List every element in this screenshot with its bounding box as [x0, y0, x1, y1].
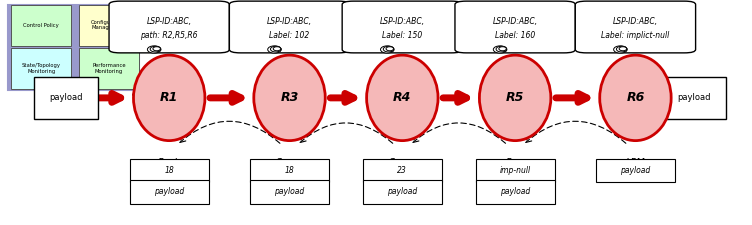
Ellipse shape: [150, 46, 161, 52]
Text: LSP-ID:ABC,: LSP-ID:ABC,: [613, 17, 658, 26]
Text: R3: R3: [280, 91, 299, 104]
Text: payload: payload: [620, 166, 650, 175]
Ellipse shape: [271, 46, 281, 52]
Ellipse shape: [496, 46, 507, 52]
Ellipse shape: [367, 55, 438, 141]
Text: payload: payload: [274, 187, 305, 196]
FancyBboxPatch shape: [11, 4, 71, 45]
Ellipse shape: [268, 46, 281, 53]
FancyBboxPatch shape: [476, 159, 555, 182]
FancyBboxPatch shape: [476, 180, 555, 204]
FancyBboxPatch shape: [129, 159, 208, 182]
Text: LSP-ID:ABC,: LSP-ID:ABC,: [267, 17, 312, 26]
FancyBboxPatch shape: [34, 76, 98, 119]
Text: LSP-ID:ABC,: LSP-ID:ABC,: [147, 17, 192, 26]
Text: LPM: LPM: [626, 158, 645, 168]
Text: State/Topology
Monitoring: State/Topology Monitoring: [22, 63, 61, 74]
FancyBboxPatch shape: [229, 1, 350, 53]
FancyBboxPatch shape: [575, 1, 696, 53]
FancyBboxPatch shape: [596, 159, 675, 182]
Text: R5: R5: [506, 91, 524, 104]
Ellipse shape: [619, 47, 626, 51]
Text: Label: 160: Label: 160: [495, 32, 535, 40]
Ellipse shape: [617, 46, 627, 52]
Ellipse shape: [147, 46, 161, 53]
Ellipse shape: [599, 55, 671, 141]
FancyBboxPatch shape: [79, 48, 139, 89]
Ellipse shape: [381, 46, 394, 53]
Text: Label: 102: Label: 102: [269, 32, 310, 40]
Text: LSP-ID:ABC,: LSP-ID:ABC,: [493, 17, 538, 26]
FancyBboxPatch shape: [250, 180, 329, 204]
FancyBboxPatch shape: [342, 1, 462, 53]
FancyBboxPatch shape: [11, 48, 71, 89]
Ellipse shape: [134, 55, 205, 141]
Ellipse shape: [386, 47, 393, 51]
Text: R6: R6: [626, 91, 644, 104]
FancyBboxPatch shape: [250, 159, 329, 182]
Text: Configuration
Management: Configuration Management: [91, 20, 127, 30]
Text: Swap: Swap: [276, 158, 303, 168]
FancyBboxPatch shape: [129, 180, 208, 204]
Text: Control Policy: Control Policy: [23, 22, 59, 27]
FancyBboxPatch shape: [455, 1, 575, 53]
Text: payload: payload: [500, 187, 530, 196]
Text: payload: payload: [49, 93, 83, 102]
Ellipse shape: [480, 55, 550, 141]
Text: payload: payload: [387, 187, 417, 196]
Text: Pop: Pop: [506, 158, 524, 168]
Ellipse shape: [253, 55, 325, 141]
Text: 18: 18: [165, 166, 174, 175]
Text: Label: implict-null: Label: implict-null: [602, 32, 669, 40]
FancyBboxPatch shape: [662, 76, 726, 119]
FancyBboxPatch shape: [109, 1, 229, 53]
Text: path: R2,R5,R6: path: R2,R5,R6: [141, 32, 198, 40]
Ellipse shape: [273, 47, 280, 51]
Text: 18: 18: [285, 166, 294, 175]
Text: R1: R1: [160, 91, 178, 104]
Text: 23: 23: [398, 166, 407, 175]
Text: Swap: Swap: [389, 158, 416, 168]
Ellipse shape: [384, 46, 394, 52]
Ellipse shape: [153, 47, 160, 51]
FancyBboxPatch shape: [8, 4, 139, 90]
Text: Performance
Monitoring: Performance Monitoring: [92, 63, 126, 74]
Text: imp-null: imp-null: [499, 166, 531, 175]
Text: LSP-ID:ABC,: LSP-ID:ABC,: [380, 17, 425, 26]
FancyBboxPatch shape: [363, 159, 442, 182]
Ellipse shape: [499, 47, 506, 51]
Text: Label: 150: Label: 150: [382, 32, 423, 40]
Text: Push: Push: [158, 158, 180, 168]
FancyBboxPatch shape: [79, 4, 139, 45]
Ellipse shape: [493, 46, 507, 53]
Ellipse shape: [614, 46, 627, 53]
FancyBboxPatch shape: [363, 180, 442, 204]
Text: payload: payload: [677, 93, 711, 102]
Text: payload: payload: [154, 187, 184, 196]
Text: R4: R4: [393, 91, 411, 104]
